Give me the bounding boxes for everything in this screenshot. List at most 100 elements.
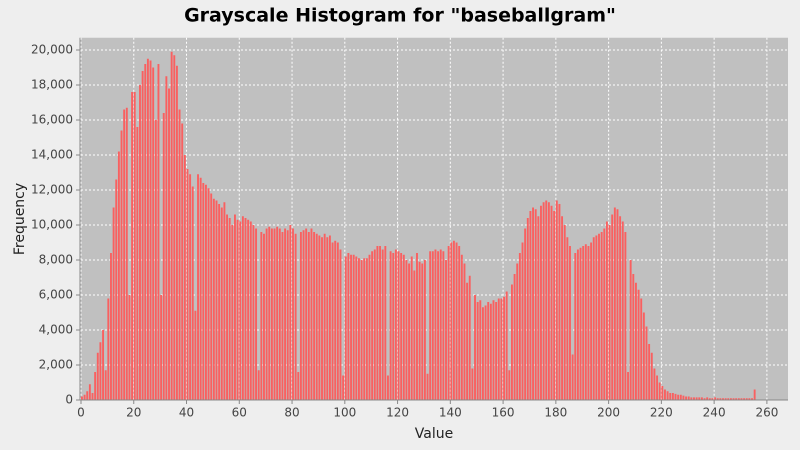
bar xyxy=(753,389,756,400)
bar xyxy=(313,232,316,400)
bar xyxy=(133,92,136,400)
bar xyxy=(574,253,577,400)
bar xyxy=(157,64,160,400)
bar xyxy=(700,397,703,400)
bar xyxy=(650,352,653,400)
bar xyxy=(521,242,524,400)
bar xyxy=(426,373,429,400)
bar xyxy=(281,232,284,400)
y-axis-label: Frequency xyxy=(12,183,28,255)
bar xyxy=(540,205,542,400)
bar xyxy=(371,251,374,400)
bar xyxy=(524,228,527,400)
bar xyxy=(323,233,326,400)
bar xyxy=(460,254,463,400)
bar xyxy=(611,214,614,400)
bar xyxy=(582,246,585,400)
bar xyxy=(170,51,173,400)
bar xyxy=(471,368,474,400)
bar xyxy=(516,263,519,400)
bar xyxy=(579,247,582,400)
bar xyxy=(94,372,97,400)
bar xyxy=(439,249,442,400)
bar xyxy=(363,258,366,400)
bar xyxy=(563,225,566,400)
bar xyxy=(326,237,329,400)
bar xyxy=(191,186,194,400)
y-tick-label: 2,000 xyxy=(39,358,73,372)
y-tick-label: 20,000 xyxy=(31,43,73,57)
x-tick-label: 220 xyxy=(650,406,673,420)
bar xyxy=(598,233,600,400)
bar xyxy=(144,64,147,400)
bar xyxy=(299,232,302,400)
bar xyxy=(690,397,693,400)
bar xyxy=(423,260,426,400)
bar xyxy=(653,368,656,400)
bar xyxy=(96,352,99,400)
bar xyxy=(146,58,149,400)
bar xyxy=(550,205,553,400)
bar xyxy=(706,397,709,400)
bar xyxy=(640,298,643,400)
bar xyxy=(360,260,363,400)
bar xyxy=(743,398,746,400)
bar xyxy=(125,107,128,400)
bar xyxy=(645,326,648,400)
bar xyxy=(484,305,487,400)
bar xyxy=(202,183,205,400)
bar xyxy=(99,342,102,400)
bar xyxy=(117,151,120,400)
bar xyxy=(703,398,706,400)
bar xyxy=(666,391,669,400)
bar xyxy=(268,226,271,400)
bar xyxy=(729,398,732,400)
bar xyxy=(677,394,680,400)
bar xyxy=(91,393,94,400)
bar xyxy=(115,179,118,400)
bar xyxy=(616,209,619,400)
bar xyxy=(236,219,239,400)
x-tick-label: 80 xyxy=(284,406,299,420)
bar xyxy=(394,249,397,400)
bar xyxy=(466,282,469,400)
bar xyxy=(492,300,495,400)
bar xyxy=(139,85,141,400)
y-tick-label: 14,000 xyxy=(31,148,73,162)
bar xyxy=(384,246,387,400)
x-tick-label: 160 xyxy=(492,406,515,420)
y-tick-label: 10,000 xyxy=(31,218,73,232)
bar xyxy=(331,242,334,400)
bar xyxy=(223,202,226,400)
bar xyxy=(128,295,131,400)
bar xyxy=(605,221,608,400)
y-tick-label: 4,000 xyxy=(39,323,73,337)
bar xyxy=(727,398,730,400)
bar xyxy=(328,235,331,400)
x-axis-label: Value xyxy=(415,426,453,442)
bar xyxy=(724,398,727,400)
bar xyxy=(416,253,418,400)
bar xyxy=(674,393,677,400)
bar xyxy=(511,284,513,400)
bar xyxy=(315,233,318,400)
bar xyxy=(481,307,484,400)
bar xyxy=(239,221,242,400)
bar xyxy=(389,251,392,400)
bar xyxy=(547,202,550,400)
y-tick-label: 6,000 xyxy=(39,288,73,302)
bar xyxy=(181,123,184,400)
bar xyxy=(613,207,616,400)
bar xyxy=(429,251,432,400)
bar xyxy=(199,177,202,400)
y-tick-label: 8,000 xyxy=(39,253,73,267)
bar xyxy=(270,228,273,400)
chart-title: Grayscale Histogram for "baseballgram" xyxy=(184,5,616,27)
bar xyxy=(474,295,476,400)
bar xyxy=(244,218,247,400)
bar xyxy=(418,261,421,400)
bar xyxy=(737,398,740,400)
bar xyxy=(518,253,521,400)
bar xyxy=(149,60,152,400)
bar xyxy=(476,302,479,400)
